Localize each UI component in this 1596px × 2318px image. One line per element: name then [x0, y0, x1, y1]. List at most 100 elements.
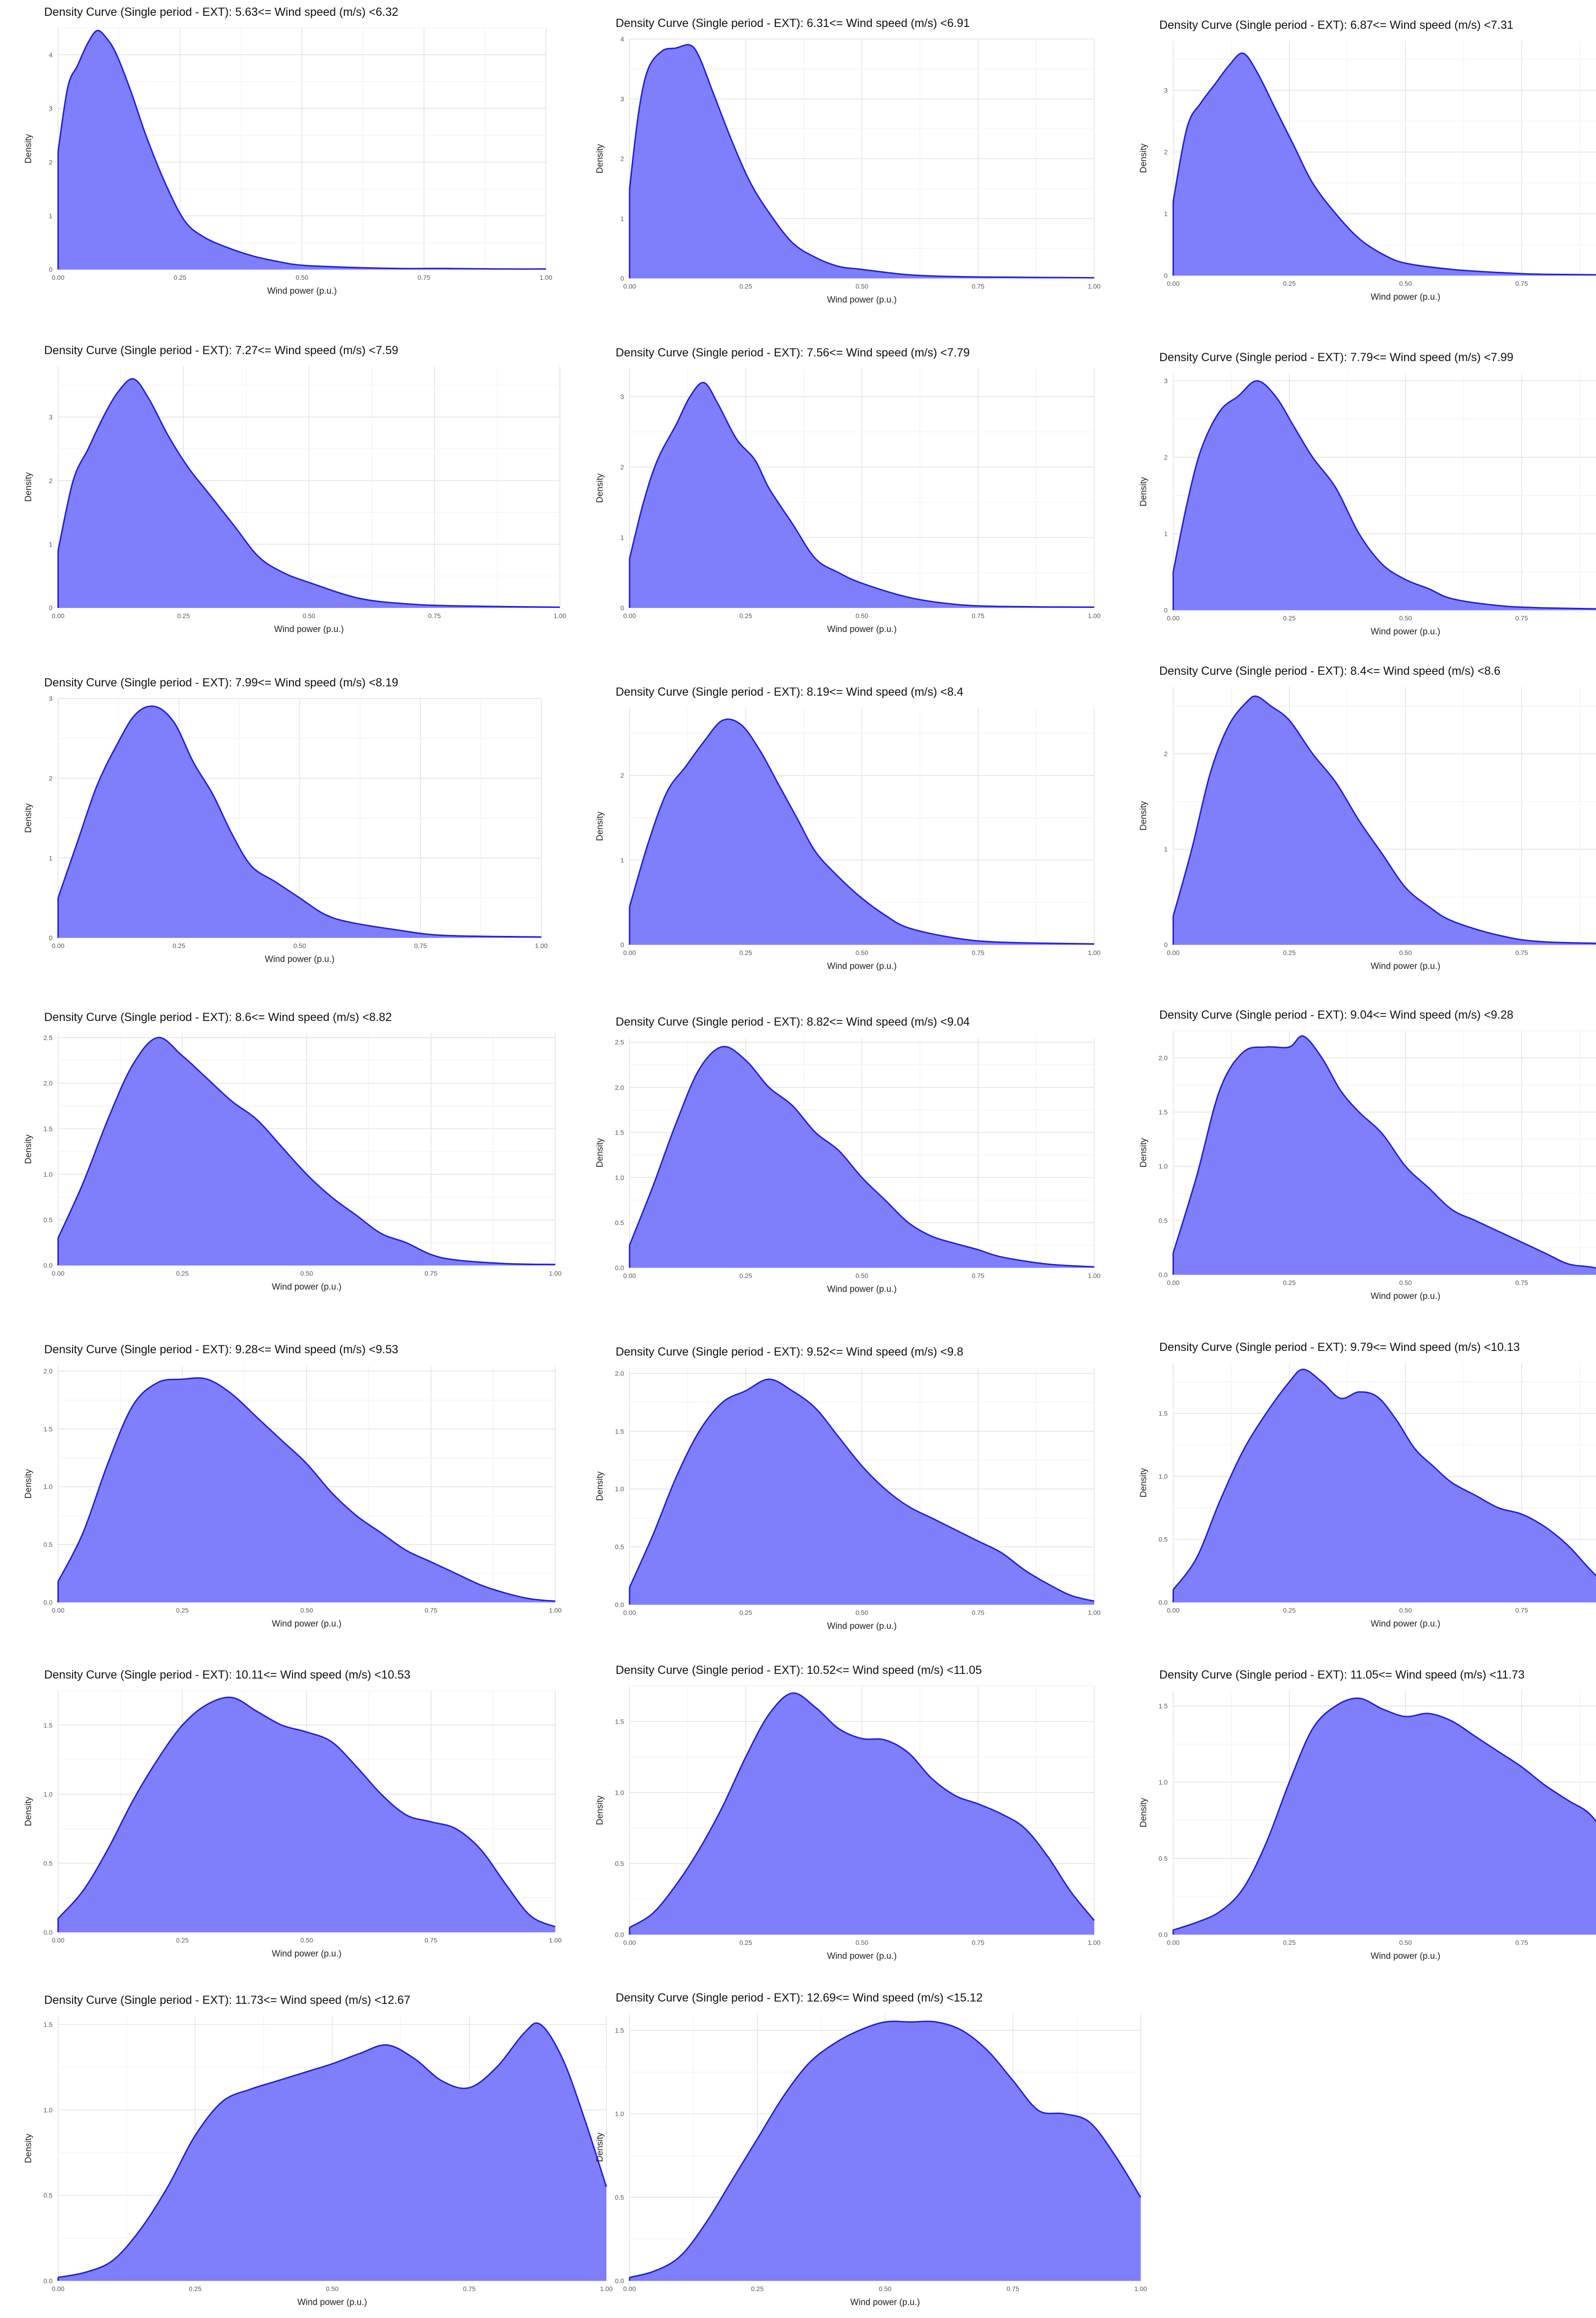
y-tick-label: 0	[49, 266, 53, 273]
x-tick-label: 0.75	[972, 949, 984, 956]
density-area	[1173, 1036, 1596, 1275]
x-tick-label: 0.25	[739, 1609, 752, 1616]
y-tick-label: 0.5	[1159, 1855, 1168, 1862]
y-tick-label: 1	[620, 856, 624, 864]
density-panel: Density Curve (Single period - EXT): 11.…	[9, 1994, 616, 2318]
x-tick-label: 0.50	[855, 1939, 868, 1946]
y-tick-label: 1.0	[615, 1174, 624, 1181]
y-tick-label: 2.5	[615, 1039, 624, 1046]
chart-title: Density Curve (Single period - EXT): 7.7…	[1159, 351, 1514, 364]
density-line	[1172, 695, 1596, 944]
x-tick-label: 1.00	[1088, 612, 1100, 619]
y-tick-label: 0	[1164, 941, 1168, 948]
y-axis-label: Density	[1139, 477, 1149, 507]
x-tick-label: 1.00	[539, 274, 552, 281]
y-tick-label: 1.5	[615, 1718, 624, 1725]
x-tick-label: 0.25	[1283, 614, 1295, 622]
y-tick-label: 0.5	[615, 1219, 624, 1226]
x-tick-label: 0.25	[739, 612, 752, 619]
y-tick-label: 3	[620, 393, 624, 401]
density-area	[1173, 1369, 1596, 1602]
y-tick-label: 4	[49, 51, 53, 59]
density-area	[1173, 696, 1596, 945]
density-area	[630, 45, 1094, 278]
x-tick-label: 0.25	[1283, 1939, 1295, 1946]
chart-title: Density Curve (Single period - EXT): 11.…	[44, 1994, 411, 2007]
y-tick-label: 0.5	[615, 2193, 624, 2201]
y-tick-label: 1	[1164, 210, 1168, 217]
density-line	[1172, 53, 1596, 276]
density-line	[629, 2021, 1142, 2278]
x-tick-label: 1.00	[549, 1270, 561, 1277]
x-tick-label: 0.50	[300, 1270, 313, 1277]
x-tick-label: 0.50	[855, 1272, 868, 1279]
y-tick-label: 0.5	[615, 1860, 624, 1867]
chart-title: Density Curve (Single period - EXT): 11.…	[1159, 1668, 1525, 1681]
x-tick-label: 0.75	[1515, 280, 1528, 287]
density-area	[58, 2023, 606, 2281]
y-tick-label: 0.0	[615, 1601, 624, 1608]
y-axis-label: Density	[24, 2134, 33, 2163]
y-axis-label: Density	[24, 803, 33, 833]
x-axis-label: Wind power (p.u.)	[850, 2298, 920, 2307]
x-tick-label: 1.00	[535, 942, 547, 949]
x-tick-label: 0.75	[972, 283, 984, 290]
density-line	[1172, 380, 1596, 610]
y-tick-label: 0.5	[44, 1216, 53, 1224]
x-tick-label: 0.00	[52, 1270, 64, 1277]
density-panel: Density Curve (Single period - EXT): 5.6…	[9, 6, 555, 307]
y-tick-label: 1	[49, 212, 53, 219]
y-tick-label: 0	[620, 941, 624, 948]
density-area	[630, 382, 1094, 608]
y-tick-label: 0.0	[615, 1264, 624, 1271]
density-area	[1173, 1698, 1596, 1935]
x-tick-label: 0.00	[623, 283, 636, 290]
y-tick-label: 1.5	[44, 1425, 53, 1433]
density-line	[629, 718, 1095, 945]
x-tick-label: 0.75	[972, 1272, 984, 1279]
x-tick-label: 1.00	[549, 1607, 561, 1614]
x-tick-label: 0.00	[623, 2285, 636, 2292]
x-axis-label: Wind power (p.u.)	[827, 625, 897, 634]
y-tick-label: 0	[1164, 272, 1168, 279]
y-tick-label: 3	[1164, 86, 1168, 94]
x-axis-label: Wind power (p.u.)	[272, 1619, 342, 1629]
density-line	[1172, 1369, 1596, 1590]
y-tick-label: 1.0	[615, 1485, 624, 1493]
y-tick-label: 3	[1164, 377, 1168, 384]
y-tick-label: 0.5	[44, 2192, 53, 2199]
y-axis-label: Density	[595, 1795, 605, 1825]
chart-plot: 0.00 0.25 0.50 0.75 1.00 0.0 0.5 1.0 1.5 2.0 Wind …	[595, 1368, 1101, 1631]
x-tick-label: 0.50	[296, 274, 308, 281]
y-tick-label: 1.0	[44, 1171, 53, 1178]
y-tick-label: 0	[620, 604, 624, 612]
density-line	[57, 30, 546, 270]
chart-plot: 0.00 0.25 0.50 0.75 1.00 0.0 0.5 1.0 1.5 2.0 2.5 Wi…	[24, 1033, 562, 1292]
y-axis-label: Density	[1139, 1138, 1149, 1167]
chart-plot: 0.00 0.25 0.50 0.75 1.00 0 1 2 3 Wind power (p.u.…	[24, 366, 566, 634]
x-tick-label: 0.75	[428, 612, 440, 619]
x-tick-label: 0.75	[1515, 1607, 1528, 1614]
y-tick-label: 2.0	[44, 1080, 53, 1087]
y-tick-label: 0	[49, 604, 53, 612]
x-tick-label: 0.25	[172, 942, 185, 949]
x-tick-label: 0.75	[414, 942, 427, 949]
density-area	[58, 1697, 555, 1932]
density-line	[57, 1037, 556, 1265]
x-tick-label: 0.75	[1515, 614, 1528, 622]
y-tick-label: 1.0	[1159, 1473, 1168, 1480]
y-tick-label: 2	[49, 477, 53, 484]
x-axis-label: Wind power (p.u.)	[1371, 961, 1440, 971]
y-tick-label: 4	[620, 35, 624, 43]
x-tick-label: 0.50	[855, 1609, 868, 1616]
chart-title: Density Curve (Single period - EXT): 10.…	[44, 1668, 411, 1681]
density-line	[629, 1046, 1095, 1268]
y-tick-label: 2	[49, 158, 53, 166]
x-tick-label: 1.00	[1088, 1939, 1100, 1946]
y-tick-label: 2	[49, 775, 53, 782]
chart-title: Density Curve (Single period - EXT): 6.8…	[1159, 19, 1514, 32]
